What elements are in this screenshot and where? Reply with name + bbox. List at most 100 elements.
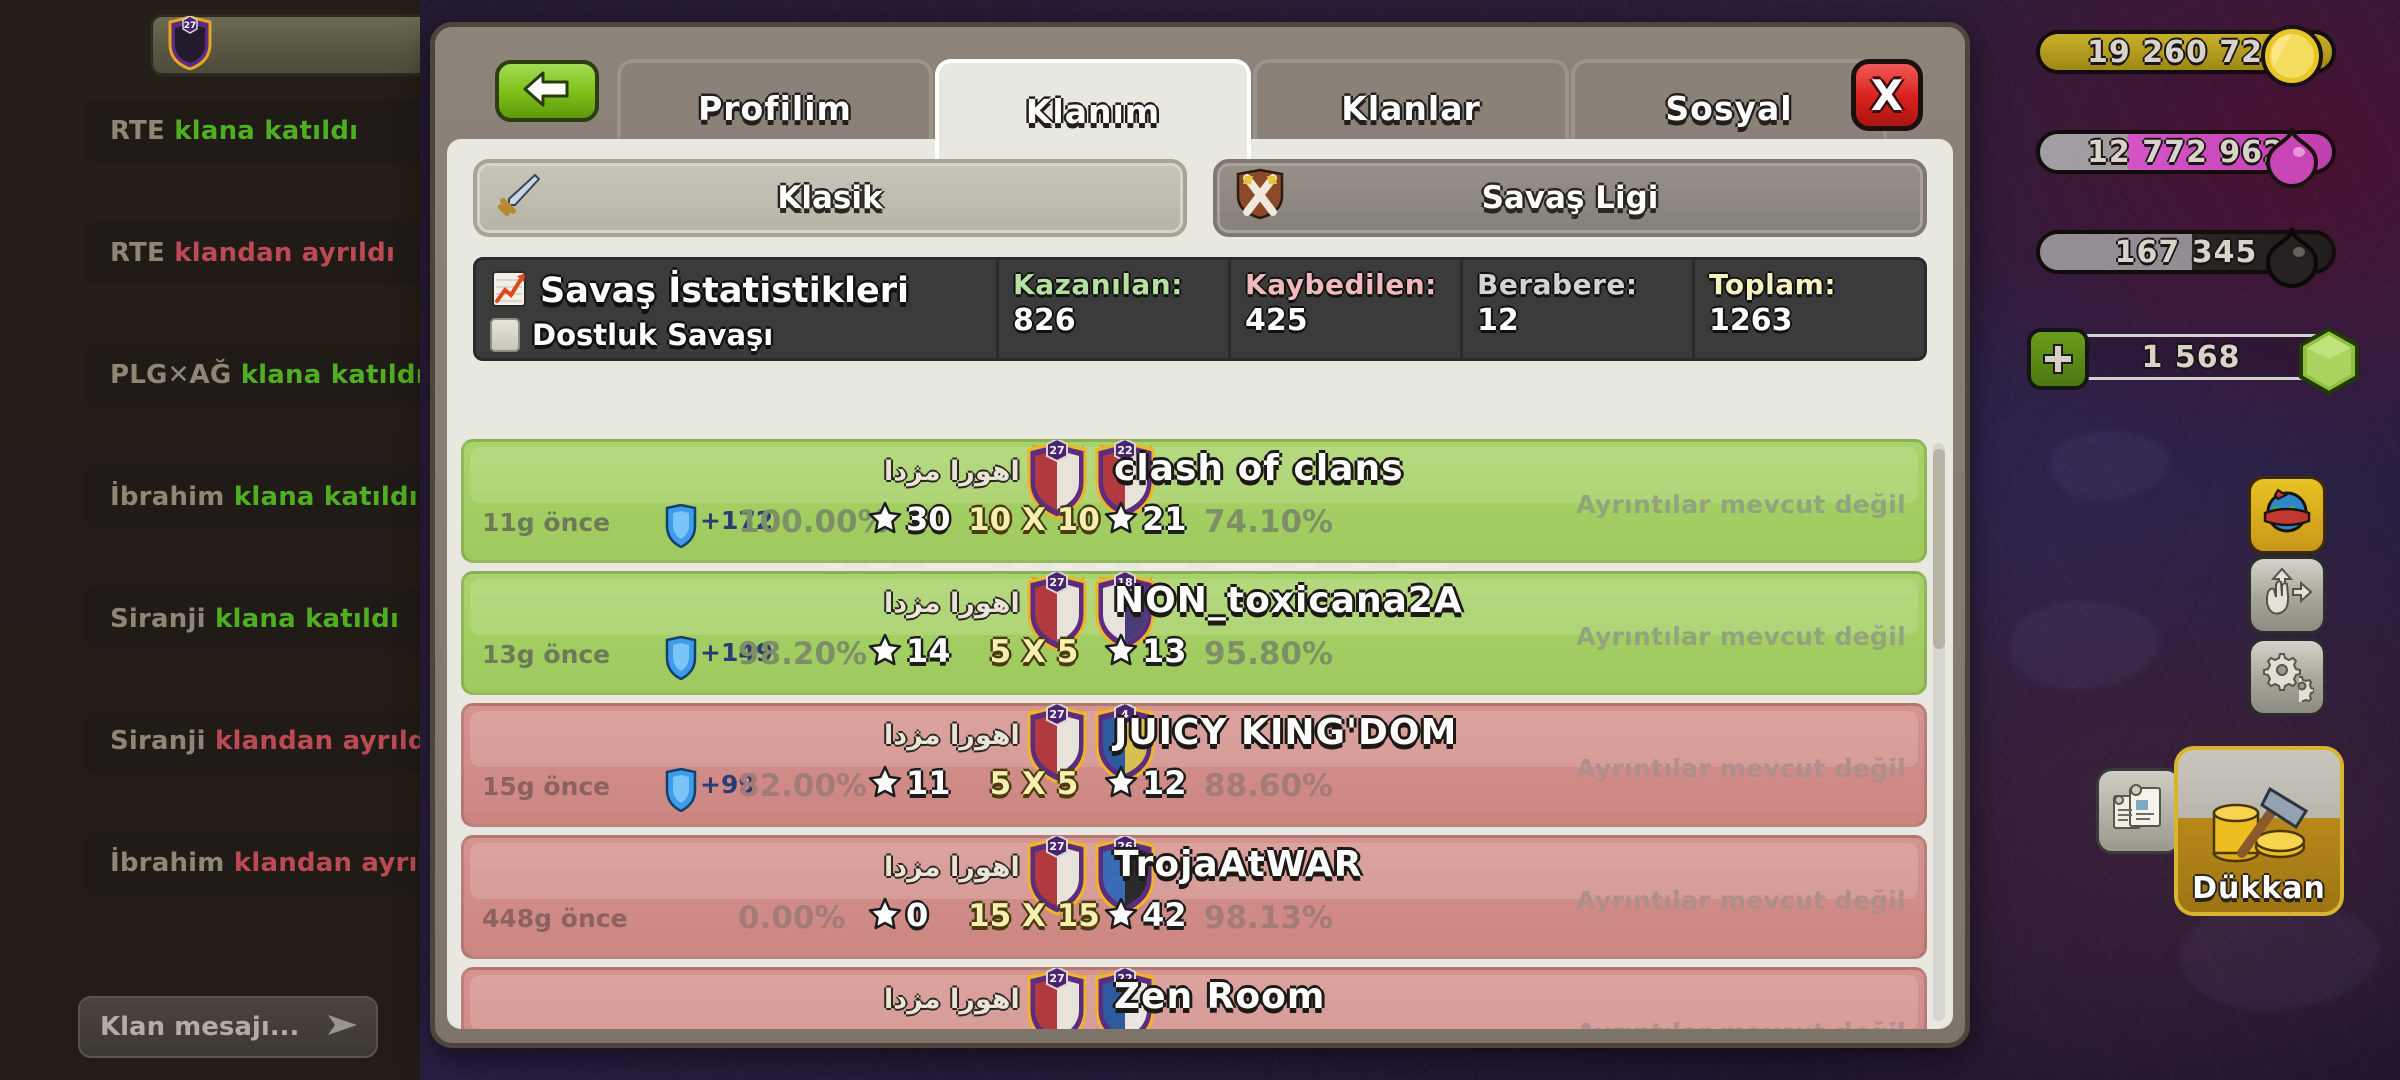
- gems-resource-bar: 1 568: [2027, 326, 2359, 396]
- opponent-star-count: 45: [1142, 1028, 1187, 1029]
- clan-badges: 27 22: [1024, 965, 1158, 1029]
- opponent-star-count: 12: [1142, 764, 1187, 802]
- mode-button-savas-ligi[interactable]: Savaş Ligi: [1213, 159, 1927, 237]
- own-clan-badge-icon: 27: [1024, 965, 1090, 1029]
- friendly-war-label: Dostluk Savaşı: [532, 318, 774, 352]
- row-highlight: [470, 843, 1918, 899]
- stat-cell-total: Toplam: 1263: [1692, 260, 1924, 358]
- opponent-destruction-percent: 88.60%: [1204, 768, 1334, 804]
- own-stars: 39: [868, 1028, 951, 1029]
- war-log-row[interactable]: 15g önce +99 82.00% 11 اهورا مزدا 27 4 5 X 5 12 8…: [461, 701, 1927, 827]
- back-button[interactable]: [495, 60, 599, 122]
- war-statistics-title: Savaş İstatistikleri: [540, 271, 910, 311]
- close-button[interactable]: X: [1851, 59, 1923, 131]
- gold-resource-bar: 19 260 724: [2036, 25, 2336, 87]
- stat-value: 12: [1477, 303, 1519, 338]
- own-stars: 0: [868, 896, 928, 934]
- war-log-row[interactable]: 448g önce 0.00% 0 اهورا مزدا 27 26 15 X 15 42 98…: [461, 833, 1927, 959]
- dark-elixir-amount: 167 345: [2114, 234, 2258, 270]
- war-mode-selector: Klasik Savaş Ligi: [447, 139, 1953, 251]
- no-details-label: Ayrıntılar mevcut değil: [1576, 886, 1906, 915]
- drag-mode-button[interactable]: [2248, 556, 2326, 634]
- chat-message-action: klandan ayrıldı: [174, 238, 396, 268]
- star-icon: [1104, 1029, 1138, 1030]
- trophy-icon: [664, 503, 698, 549]
- opponent-clan-name: Zen Room: [1114, 976, 1326, 1017]
- own-clan-name: اهورا مزدا: [884, 456, 1020, 487]
- stat-cell-draws: Berabere: 12: [1460, 260, 1692, 358]
- own-stars: 30: [868, 500, 951, 538]
- war-log-row[interactable]: 13g önce +149 98.20% 14 اهورا مزدا 27 18 5 X 5 1…: [461, 569, 1927, 695]
- dark-elixir-drop-icon: [2258, 222, 2326, 290]
- add-gems-button[interactable]: [2027, 328, 2089, 390]
- stat-key: Kaybedilen:: [1245, 268, 1437, 301]
- war-log-row[interactable]: 450g önce+22792.93%39اهورا مزدا272215 X …: [461, 965, 1927, 1030]
- clan-message-input[interactable]: Klan mesajı...: [78, 996, 378, 1058]
- chat-message: İbrahim klandan ayrıldı: [85, 832, 420, 894]
- row-highlight: [470, 579, 1918, 635]
- star-icon: [868, 633, 902, 670]
- opponent-clan-badge-icon: 22: [1092, 439, 1158, 526]
- war-log-row[interactable]: 11g önce +172 100.00% 30 اهورا مزدا 27 22 10 X …: [461, 439, 1927, 563]
- send-arrow-icon[interactable]: [326, 1012, 360, 1042]
- opponent-clan-badge-icon: 26: [1092, 833, 1158, 922]
- chat-message-action: klana katıldı: [233, 482, 418, 512]
- stat-value: 1263: [1709, 303, 1793, 338]
- own-clan-badge-icon: 27: [1024, 701, 1090, 790]
- mode-label: Klasik: [777, 180, 883, 216]
- opponent-star-count: 13: [1142, 632, 1187, 670]
- mode-button-klasik[interactable]: Klasik: [473, 159, 1187, 237]
- elixir-amount: 12 772 962: [2087, 134, 2285, 170]
- chat-message-user: RTE: [110, 238, 165, 268]
- chat-message: İbrahim klana katıldı: [85, 466, 420, 528]
- chat-message: Siranji klana katıldı: [85, 588, 420, 650]
- war-log-list[interactable]: 11g önce +172 100.00% 30 اهورا مزدا 27 22 10 X …: [461, 439, 1927, 1029]
- own-destruction-percent: 0.00%: [738, 900, 846, 936]
- news-button[interactable]: [2096, 768, 2182, 854]
- gems-amount: 1 568: [2141, 339, 2241, 375]
- settings-button[interactable]: [2248, 638, 2326, 716]
- tab-klanlar[interactable]: Klanlar: [1253, 59, 1569, 153]
- chat-clan-header[interactable]: 27 اهورا مزدا: [150, 14, 420, 76]
- svg-text:27: 27: [1049, 972, 1064, 985]
- close-icon: X: [1870, 70, 1904, 120]
- war-log-scrollbar-thumb[interactable]: [1933, 449, 1945, 649]
- trophy-icon: [664, 635, 698, 681]
- tab-sosyal[interactable]: Sosyal: [1571, 59, 1887, 153]
- svg-text:18: 18: [1117, 576, 1132, 589]
- chat-message-action: klandan ayrıldı: [233, 848, 420, 878]
- stat-key: Berabere:: [1477, 268, 1638, 301]
- clan-badges: 27 26: [1024, 833, 1158, 922]
- globe-flag-icon: [2259, 485, 2315, 545]
- star-icon: [1104, 501, 1138, 538]
- trophy-icon: [664, 767, 698, 813]
- elixir-drop-icon: [2258, 122, 2326, 190]
- own-clan-badge-icon: 27: [1024, 569, 1090, 658]
- war-time: 13g önce: [482, 640, 611, 669]
- row-highlight: [470, 975, 1918, 1029]
- own-clan-badge-icon: 27: [1024, 439, 1090, 526]
- own-clan-name: اهورا مزدا: [884, 984, 1020, 1015]
- clan-badges: 27 22: [1024, 439, 1158, 526]
- mode-label: Savaş Ligi: [1481, 180, 1659, 216]
- opponent-destruction-percent: 74.10%: [1204, 504, 1334, 540]
- opponent-stars: 12: [1104, 764, 1187, 802]
- trophy-delta: +99: [700, 770, 756, 799]
- war-size: 5 X 5: [989, 634, 1079, 670]
- tab-profilim[interactable]: Profilim: [617, 59, 933, 153]
- world-map-button[interactable]: [2248, 476, 2326, 554]
- opponent-stars: 42: [1104, 896, 1187, 934]
- dialog-tab-bar: Profilim Klanım Klanlar Sosyal X: [435, 27, 1965, 159]
- chat-message: RTE klandan ayrıldı: [85, 222, 420, 284]
- tab-klanim[interactable]: Klanım: [935, 59, 1251, 159]
- star-icon: [868, 897, 902, 934]
- shop-button[interactable]: Dükkan: [2174, 746, 2344, 916]
- stat-key: Kazanılan:: [1013, 268, 1183, 301]
- svg-text:27: 27: [184, 21, 197, 31]
- own-star-count: 11: [906, 764, 951, 802]
- opponent-destruction-percent: 98.13%: [1204, 900, 1334, 936]
- trophy-delta: +149: [700, 638, 774, 667]
- stat-cell-losses: Kaybedilen: 425: [1228, 260, 1460, 358]
- own-clan-name: اهورا مزدا: [884, 852, 1020, 883]
- friendly-war-checkbox[interactable]: [490, 318, 520, 352]
